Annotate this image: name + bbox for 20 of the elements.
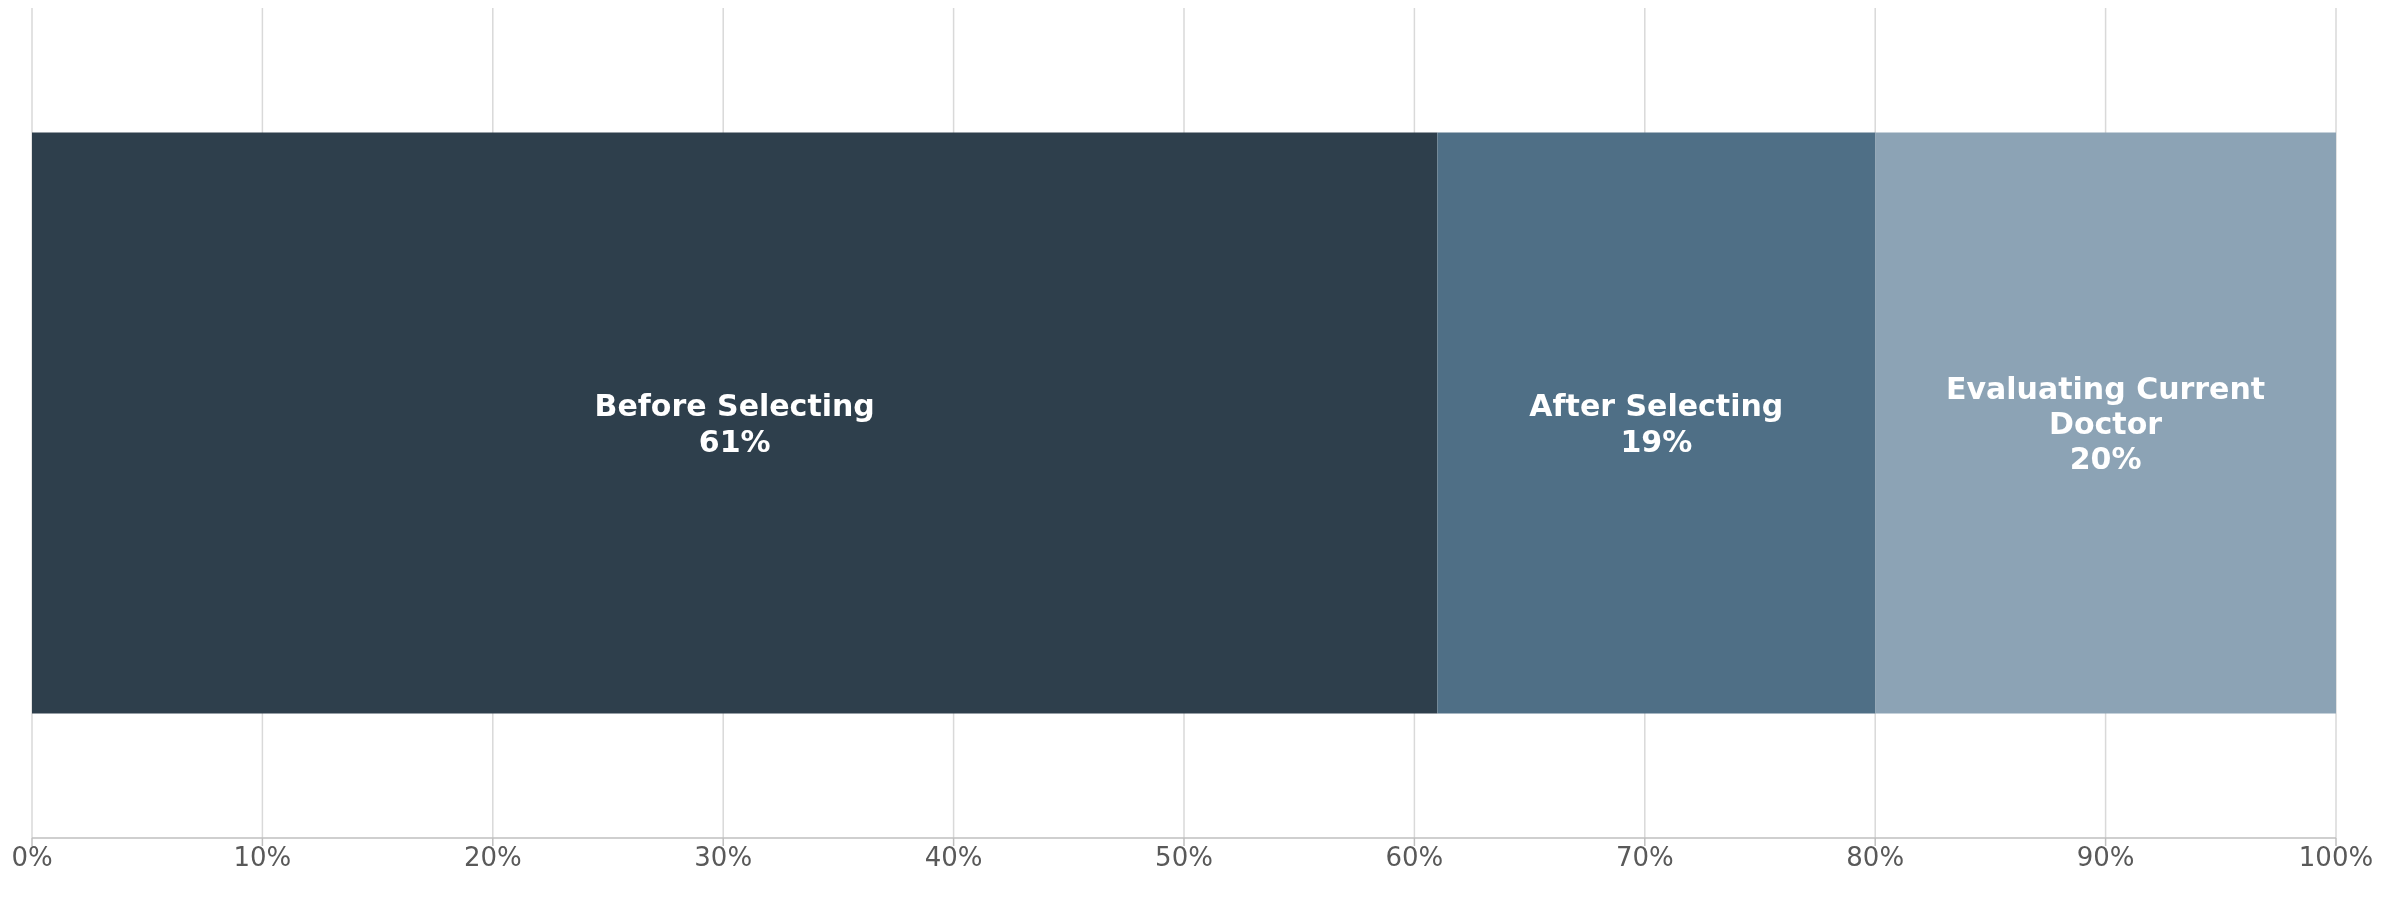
x-tick-label: 100% <box>2298 842 2374 873</box>
x-tick-label: 20% <box>463 842 522 873</box>
bar <box>1437 132 1876 714</box>
x-tick-label: 70% <box>1615 842 1674 873</box>
series-label: Evaluating Current Doctor <box>1946 370 2266 441</box>
series-label: Before Selecting <box>594 387 875 423</box>
x-tick-label: 80% <box>1846 842 1905 873</box>
data-label: 61% <box>698 423 771 459</box>
x-tick-label: 50% <box>1155 842 1213 873</box>
x-tick-label: 40% <box>924 842 983 873</box>
series-label: After Selecting <box>1529 387 1784 423</box>
bar <box>1875 132 2336 714</box>
x-tick-label: 30% <box>694 842 753 873</box>
x-tick-label: 60% <box>1385 842 1444 873</box>
x-tick-label: 10% <box>233 842 292 873</box>
data-label: 19% <box>1620 423 1693 459</box>
x-tick-label: 90% <box>2076 842 2135 873</box>
bar <box>32 132 1438 714</box>
data-label: 20% <box>2069 440 2142 476</box>
x-tick-label: 0% <box>11 842 53 873</box>
